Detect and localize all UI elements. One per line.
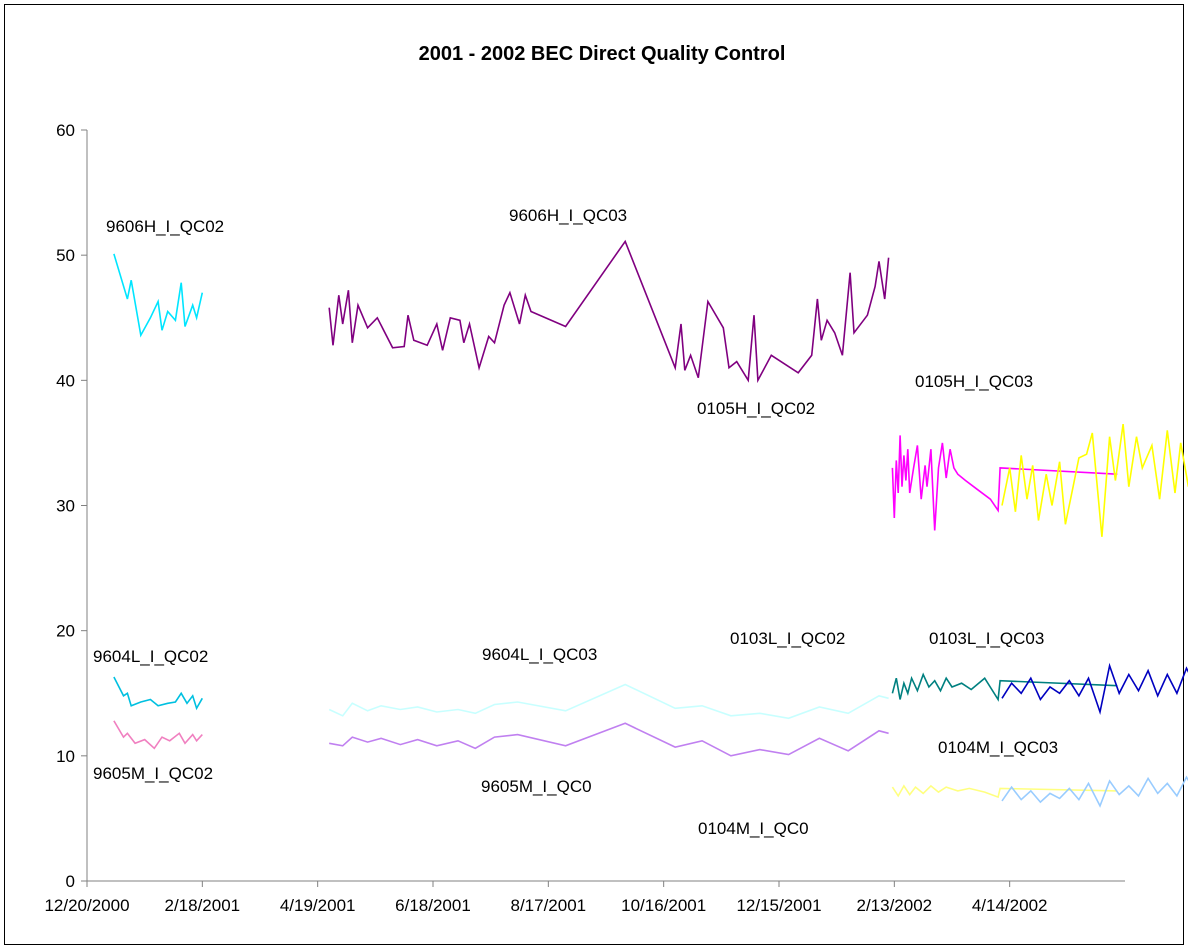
chart-frame [4, 4, 1184, 945]
series-line-9605m-i-qc02 [113, 720, 203, 750]
annotation-9606h-qc02: 9606H_I_QC02 [106, 217, 224, 236]
y-tick-label: 10 [56, 747, 75, 766]
chart-title: 2001 - 2002 BEC Direct Quality Control [419, 43, 786, 65]
x-tick-label: 2/18/2001 [165, 896, 241, 915]
series-line-9604l-i-qc03 [328, 683, 889, 720]
y-tick-label: 20 [56, 622, 75, 641]
series-lines [113, 239, 1188, 808]
annotation-0104m-qc02: 0104M_I_QC0 [698, 819, 809, 838]
annotation-9605m-qc03: 9605M_I_QC0 [481, 777, 592, 796]
series-line-0105h-i-qc03 [1001, 423, 1188, 537]
annotation-9604l-qc02: 9604L_I_QC02 [93, 647, 208, 666]
plot-area: 0 10 20 30 40 50 60 12/20/2000 2/18/2001 4/19/20… [44, 121, 1188, 915]
x-tick-label: 2/13/2002 [857, 896, 933, 915]
series-line-0104m-i-qc02 [891, 784, 1118, 799]
series-line-0105h-i-qc02 [891, 435, 1118, 531]
annotation-0105h-qc03: 0105H_I_QC03 [915, 372, 1033, 391]
series-line-9606h-i-qc03 [328, 239, 890, 384]
x-tick-label: 4/14/2002 [972, 896, 1048, 915]
annotation-9604l-qc03: 9604L_I_QC03 [482, 645, 597, 664]
x-tick-label: 4/19/2001 [280, 896, 356, 915]
series-line-0103l-i-qc02 [891, 672, 1118, 702]
series-line-9606h-i-qc02 [113, 253, 204, 338]
annotation-0104m-qc03: 0104M_I_QC03 [938, 738, 1058, 757]
annotation-9606h-qc03: 9606H_I_QC03 [509, 206, 627, 225]
annotation-9605m-qc02: 9605M_I_QC02 [93, 764, 213, 783]
series-annotations: 9606H_I_QC02 9606H_I_QC03 0105H_I_QC02 0… [93, 206, 1058, 838]
y-tick-label: 0 [66, 872, 75, 891]
y-tick-label: 60 [56, 121, 75, 140]
annotation-0103l-qc02: 0103L_I_QC02 [730, 629, 845, 648]
x-tick-label: 8/17/2001 [511, 896, 587, 915]
series-line-0104m-i-qc03 [1001, 775, 1188, 808]
x-ticks: 12/20/2000 2/18/2001 4/19/2001 6/18/2001 8/1… [44, 881, 1047, 915]
annotation-0103l-qc03: 0103L_I_QC03 [929, 629, 1044, 648]
series-line-0103l-i-qc03 [1001, 662, 1188, 716]
x-tick-label: 10/16/2001 [621, 896, 706, 915]
annotation-0105h-qc02: 0105H_I_QC02 [697, 399, 815, 418]
x-tick-label: 12/15/2001 [736, 896, 821, 915]
series-line-9604l-i-qc02 [113, 676, 203, 711]
y-tick-label: 40 [56, 371, 75, 390]
y-tick-label: 50 [56, 246, 75, 265]
x-tick-label: 6/18/2001 [395, 896, 471, 915]
series-line-9605m-i-qc03 [329, 722, 889, 757]
x-tick-label: 12/20/2000 [44, 896, 129, 915]
y-tick-label: 30 [56, 497, 75, 516]
y-ticks: 0 10 20 30 40 50 60 [56, 121, 87, 891]
